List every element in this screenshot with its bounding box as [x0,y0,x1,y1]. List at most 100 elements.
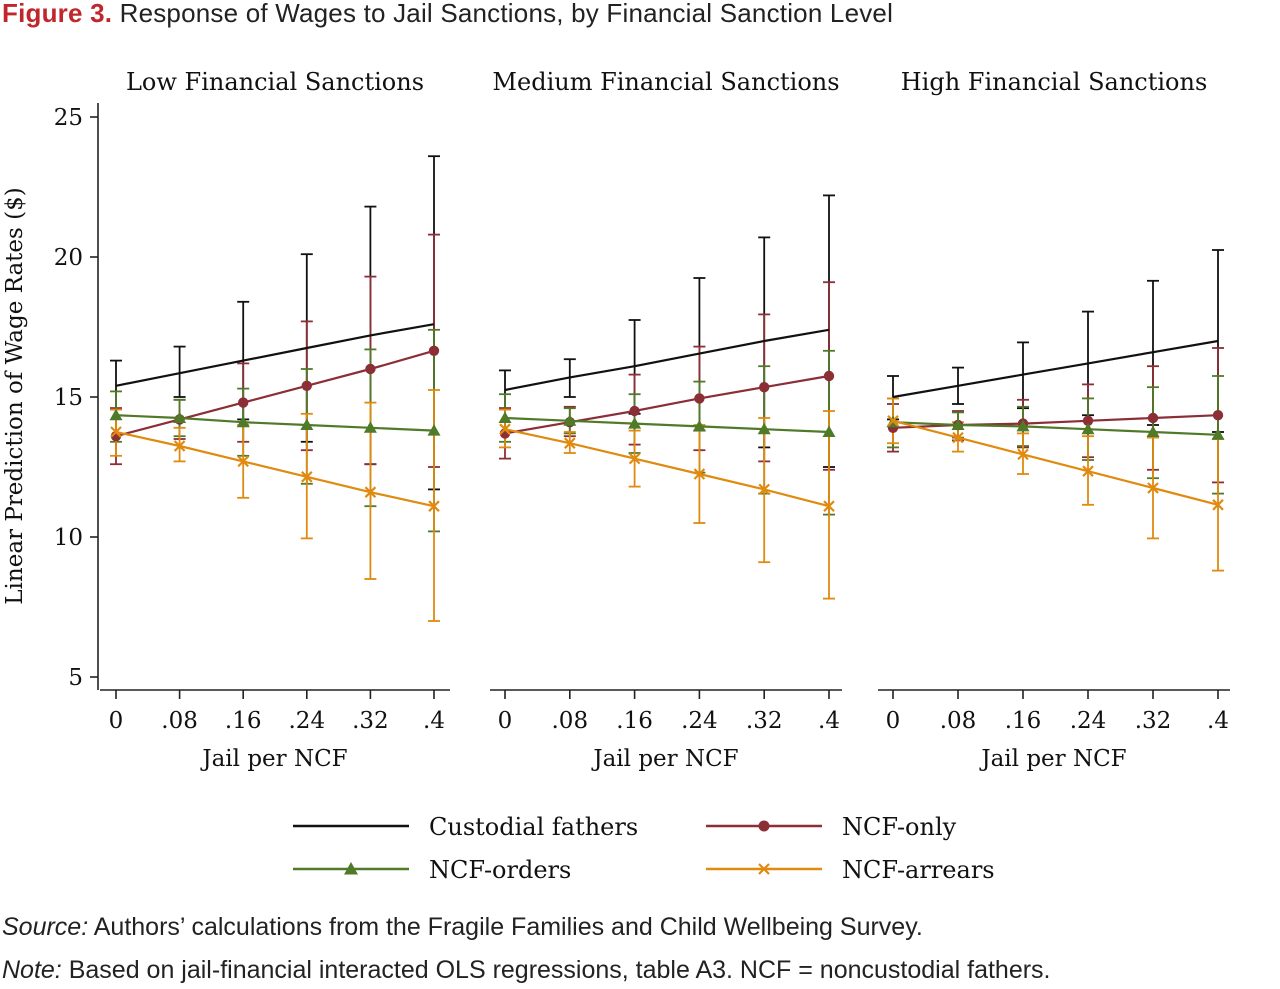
data-point [301,380,312,391]
series-line [504,328,830,392]
data-point [365,363,376,375]
x-tick-label: 0 [109,708,124,734]
x-tick-label: .24 [289,708,326,734]
x-tick-label: .16 [1005,708,1042,734]
data-point [1212,499,1224,511]
error-bars [499,349,835,516]
data-point [499,423,511,435]
error-bars [887,249,1224,433]
x-tick-label: 0 [886,708,901,734]
legend-label: NCF-only [842,813,957,841]
data-point [1212,410,1224,421]
panel-2: Medium Financial Sanctions 0 .08 .16 .24 .32.… [490,68,842,772]
x-tick-label: .24 [681,708,718,734]
series-line [892,421,1219,436]
source-label: Source: [2,913,89,941]
data-point [364,486,377,498]
x-axis-label: Jail per NCF [591,746,738,772]
panel-title: Medium Financial Sanctions [492,68,839,96]
panel-1: Low Financial Sanctions 0 .08 .16 .24 .32 .4 Ja… [100,68,450,772]
data-point [428,345,440,356]
data-point [427,424,441,436]
source-text: Authors’ calculations from the Fragile F… [88,913,923,941]
series-line [504,374,830,435]
x-axis-label: Jail per NCF [979,746,1126,772]
legend: Custodial fathers NCF-only NCF-orders NCF-a… [293,813,995,884]
data-point [1146,425,1160,437]
data-point [236,415,250,428]
data-point [823,370,835,382]
series-line [504,416,830,434]
legend-label: NCF-orders [429,856,571,884]
legend-marker [758,820,770,832]
x-tick-label: .08 [552,708,589,734]
error-bars [110,155,440,491]
x-tick-label: .4 [1207,708,1229,734]
series-line [115,430,435,508]
legend-item: Custodial fathers [293,813,638,841]
series-line [892,414,1219,429]
data-point [692,419,706,432]
series-line [892,419,1219,506]
series-line [115,323,435,387]
data-point [563,414,577,426]
data-point [1211,428,1225,440]
x-tick-label: .16 [225,708,262,734]
source-note: Source: Authors’ calculations from the F… [2,913,923,942]
x-tick-label: .4 [818,708,840,734]
data-point [173,411,187,423]
data-point [1147,412,1159,424]
y-tick-label: 25 [54,105,83,131]
data-point [363,421,377,433]
x-tick-label: .08 [940,708,977,734]
data-point [951,418,965,430]
x-tick-label: .32 [746,708,783,734]
legend-item: NCF-orders [293,856,571,884]
data-point [694,393,705,404]
error-bars [887,375,1224,495]
data-point [564,437,576,449]
x-tick-label: .24 [1070,708,1107,734]
error-bars [110,233,440,468]
data-point [1082,415,1094,426]
series-line [115,414,435,432]
data-point [498,411,512,423]
y-axis: 5 10 15 20 25 Linear Prediction of Wage Rates… [2,103,99,691]
note-text: Based on jail-financial interacted OLS r… [61,956,1051,984]
error-bars [499,281,835,471]
x-tick-label: 0 [498,708,513,734]
x-tick-label: .16 [616,708,653,734]
data-point [629,405,640,417]
data-point [1147,482,1159,494]
data-point [1016,419,1030,432]
series-line [892,339,1219,399]
data-point [109,408,123,421]
figure-label: Figure 3. [2,0,113,28]
x-tick-label: .4 [423,708,445,734]
figure-title: Figure 3. Response of Wages to Jail Sanc… [2,0,893,29]
note-label: Note: [2,956,62,984]
legend-label: NCF-arrears [842,856,995,884]
data-point [628,417,642,429]
data-point [110,426,122,438]
legend-item: NCF-arrears [706,856,995,884]
data-point [758,483,770,496]
data-point [887,415,899,427]
data-point [428,500,440,512]
x-tick-label: .32 [352,708,389,734]
data-point [952,431,964,444]
legend-label: Custodial fathers [429,813,638,841]
data-point [238,397,249,408]
panel-title: Low Financial Sanctions [126,68,424,96]
legend-marker [758,863,770,875]
data-point [823,500,835,512]
series-line [504,428,830,508]
panel-title: High Financial Sanctions [901,68,1208,96]
x-axis-label: Jail per NCF [200,746,347,772]
series-line [115,349,435,438]
legend-item: NCF-only [706,813,957,841]
data-point [237,455,249,468]
error-bars [110,328,440,533]
data-point [1081,422,1095,435]
data-point [1082,465,1094,477]
